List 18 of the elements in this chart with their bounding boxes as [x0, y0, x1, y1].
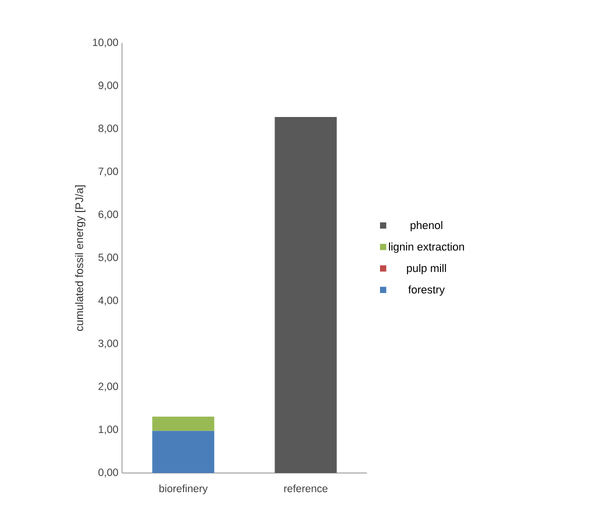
y-tick-label: 7,00 [98, 168, 118, 176]
y-tick-label: 1,00 [98, 426, 118, 434]
x-tick-label: biorefinery [159, 484, 208, 494]
y-tick-label: 0,00 [98, 468, 118, 478]
x-tick-label: reference [284, 484, 328, 492]
y-tick-label: 5,00 [98, 254, 118, 262]
legend-label: pulp mill [407, 264, 446, 274]
legend-label: forestry [408, 285, 445, 296]
y-tick-label: 9,00 [98, 82, 118, 90]
y-tick-label: 10,00 [92, 38, 118, 48]
y-tick-label: 4,00 [98, 296, 118, 306]
y-tick-label: 8,00 [98, 124, 118, 134]
y-axis-title: cumulated fossil energy [PJ/a] [75, 185, 86, 331]
y-tick-label: 3,00 [98, 340, 118, 348]
y-tick-label: 6,00 [98, 210, 118, 220]
y-tick-label: 2,00 [98, 382, 118, 392]
legend-label: lignin extraction [388, 242, 464, 253]
legend-label: phenol [410, 221, 442, 232]
